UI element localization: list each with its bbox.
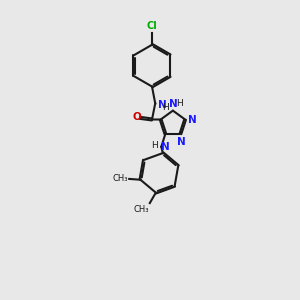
Text: H: H <box>176 99 183 108</box>
Text: N: N <box>161 142 170 152</box>
Text: N: N <box>188 115 197 124</box>
Text: N: N <box>158 100 166 110</box>
Text: H: H <box>152 141 158 150</box>
Text: CH₃: CH₃ <box>134 205 149 214</box>
Text: CH₃: CH₃ <box>112 174 128 183</box>
Text: H: H <box>163 103 169 112</box>
Text: N: N <box>169 99 178 109</box>
Text: O: O <box>132 112 141 122</box>
Text: Cl: Cl <box>147 21 158 31</box>
Text: N: N <box>177 137 186 147</box>
